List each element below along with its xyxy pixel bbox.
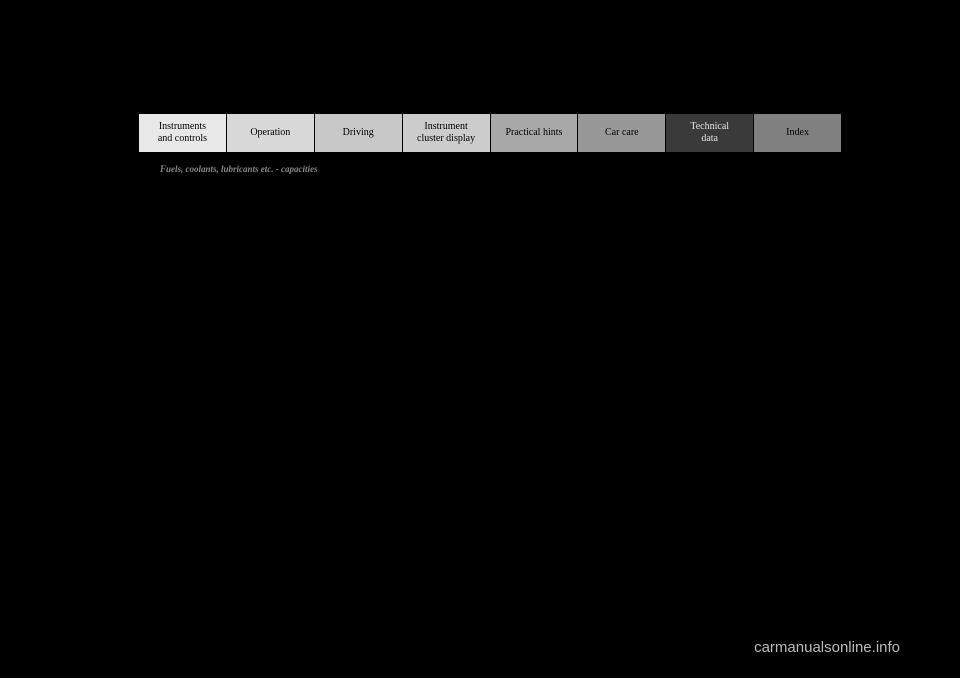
tab-technical-data[interactable]: Technicaldata bbox=[666, 114, 754, 152]
tab-label: Driving bbox=[343, 127, 374, 139]
tab-label: Operation bbox=[250, 127, 290, 139]
tab-driving[interactable]: Driving bbox=[315, 114, 403, 152]
tab-operation[interactable]: Operation bbox=[227, 114, 315, 152]
section-subtitle: Fuels, coolants, lubricants etc. - capac… bbox=[160, 164, 318, 174]
watermark-text: carmanualsonline.info bbox=[754, 639, 900, 656]
tab-instrument-cluster[interactable]: Instrumentcluster display bbox=[403, 114, 491, 152]
tab-label: Technicaldata bbox=[690, 121, 729, 145]
tab-practical-hints[interactable]: Practical hints bbox=[491, 114, 579, 152]
tab-label: Instrumentcluster display bbox=[417, 121, 475, 145]
tab-label: Index bbox=[786, 127, 809, 139]
tab-label: Instrumentsand controls bbox=[158, 121, 207, 145]
tab-label: Car care bbox=[605, 127, 639, 139]
tab-car-care[interactable]: Car care bbox=[578, 114, 666, 152]
tab-instruments-controls[interactable]: Instrumentsand controls bbox=[139, 114, 227, 152]
tab-index[interactable]: Index bbox=[754, 114, 841, 152]
nav-tabs-container: Instrumentsand controls Operation Drivin… bbox=[135, 110, 845, 156]
tab-label: Practical hints bbox=[505, 127, 562, 139]
